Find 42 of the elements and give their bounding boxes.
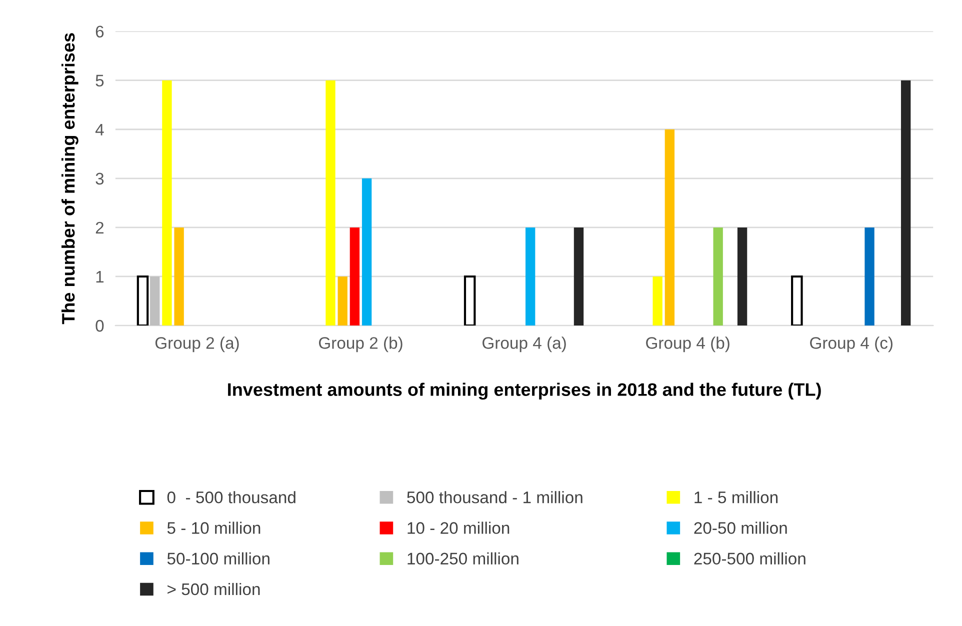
legend-label: 20-50 million — [694, 522, 787, 534]
bar — [574, 227, 584, 326]
bar — [362, 178, 372, 326]
legend-label: 50-100 million — [167, 552, 270, 565]
bar — [350, 227, 360, 326]
legend-label: 100-250 million — [408, 552, 518, 565]
bar — [464, 275, 476, 326]
x-tick-label: Group 4 (c) — [810, 336, 892, 352]
legend-label: 10 - 20 million — [408, 522, 510, 534]
y-tick-label: 4 — [95, 124, 104, 136]
y-tick-label: 5 — [96, 74, 104, 87]
legend-label: 0 - 500 thousand — [167, 491, 296, 504]
bar — [652, 276, 662, 326]
bar — [864, 227, 874, 326]
y-axis-title: The number of mining enterprises — [61, 33, 78, 324]
y-tick-label: 3 — [96, 172, 104, 185]
bar — [338, 276, 348, 326]
x-tick-label: Group 2 (a) — [155, 336, 239, 352]
bar — [664, 129, 675, 326]
legend-label: 250-500 million — [694, 552, 806, 565]
x-tick-label: Group 4 (b) — [646, 336, 730, 352]
legend-label: 5 - 10 million — [167, 522, 260, 534]
bar — [737, 227, 748, 326]
bar — [136, 275, 149, 326]
x-tick-label: Group 4 (a) — [482, 336, 566, 352]
legend-label: > 500 million — [168, 582, 260, 596]
bar — [713, 227, 723, 326]
bar — [150, 276, 160, 326]
bar — [174, 227, 184, 326]
x-axis-title: Investment amounts of mining enterprises in 2018 and the future (TL) — [228, 382, 821, 400]
bar — [791, 275, 803, 326]
x-tick-label: Group 2 (b) — [318, 336, 402, 352]
bar — [326, 80, 336, 326]
y-tick-label: 2 — [96, 222, 104, 234]
bar — [162, 80, 172, 326]
legend-label: 1 - 5 million — [694, 491, 778, 504]
bar — [900, 80, 911, 326]
y-tick-label: 0 — [96, 320, 104, 332]
legend-label: 500 thousand - 1 million — [407, 491, 582, 504]
bar — [526, 227, 536, 326]
y-tick-label: 1 — [96, 271, 104, 283]
y-tick-label: 6 — [96, 26, 104, 38]
